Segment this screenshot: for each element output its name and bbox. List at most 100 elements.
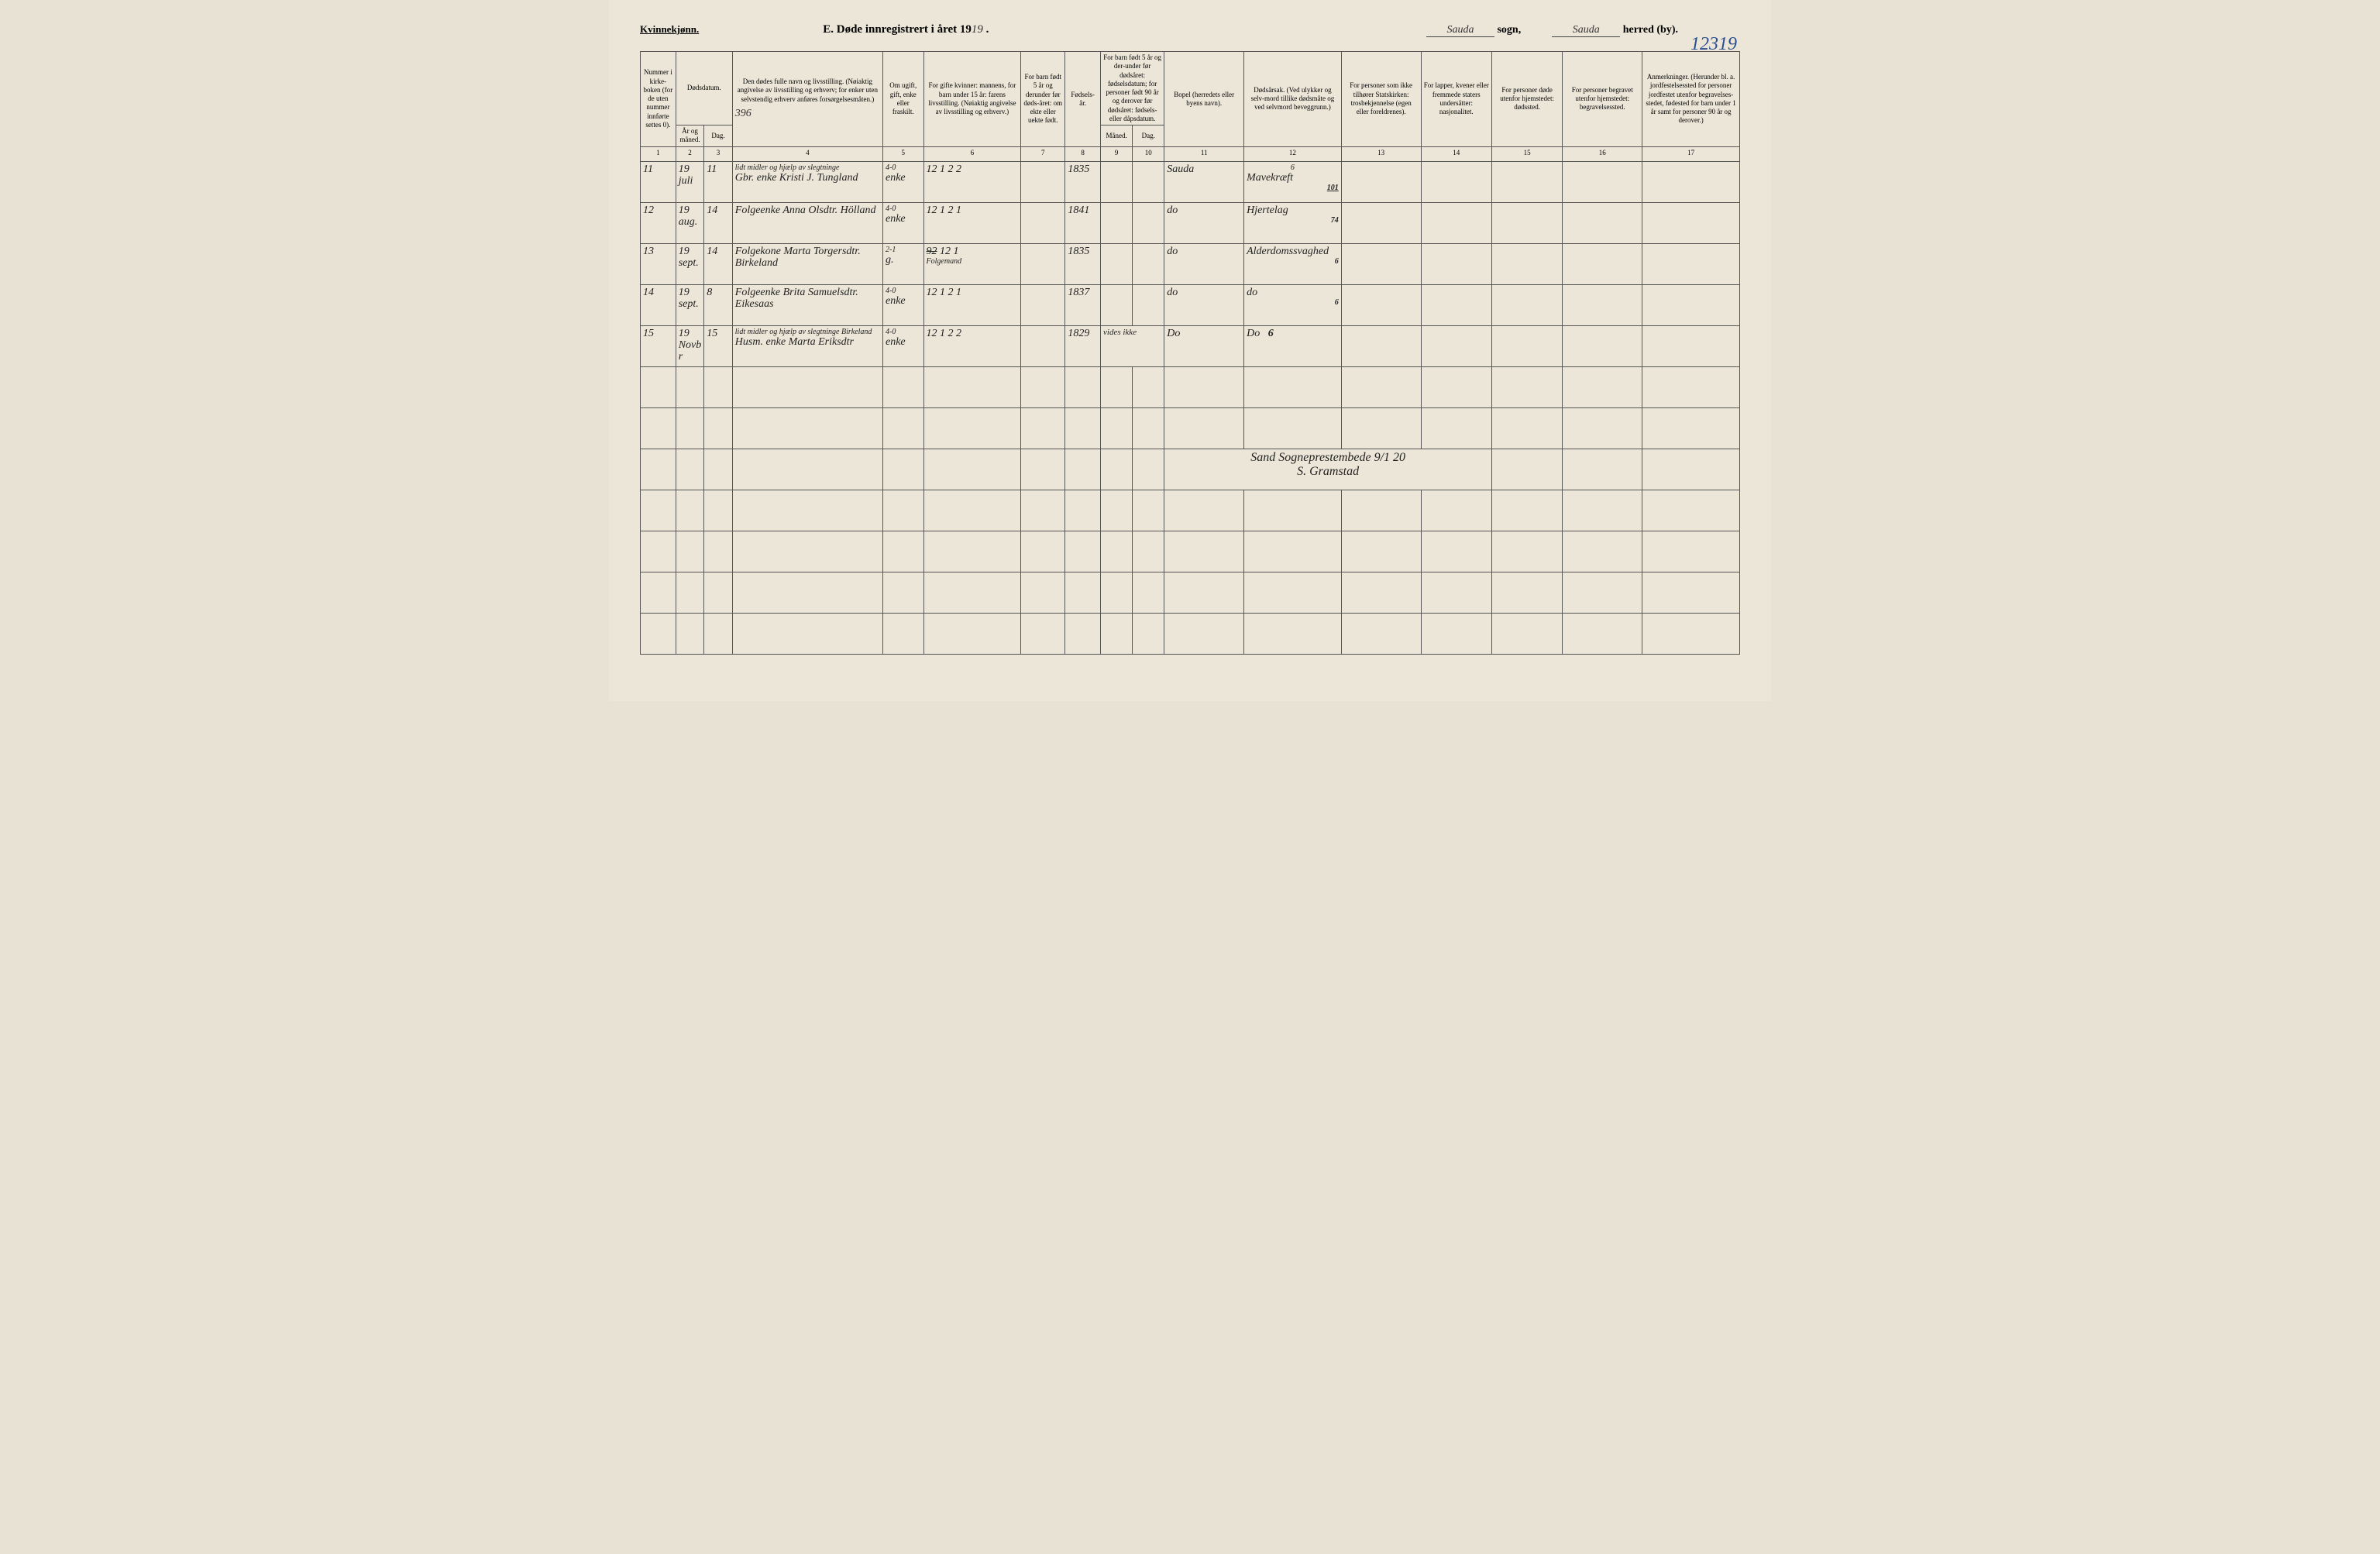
status-top: 4-0 xyxy=(886,287,921,295)
blank-row xyxy=(641,572,1740,613)
cell-col13 xyxy=(1341,243,1421,284)
colnum-9: 9 xyxy=(1101,146,1133,161)
cell-year-month: 19 aug. xyxy=(676,202,704,243)
colnum-10: 10 xyxy=(1133,146,1164,161)
cell-col7 xyxy=(1021,325,1065,366)
col6-line2: Folgemand xyxy=(927,257,1019,266)
table-body: 11 19 juli 11 lidt midler og hjælp av sl… xyxy=(641,161,1740,654)
blank-row xyxy=(641,490,1740,531)
colnum-7: 7 xyxy=(1021,146,1065,161)
cell-col6: 12 1 2 2 xyxy=(923,161,1021,202)
cell-day: 14 xyxy=(704,202,733,243)
status-main: g. xyxy=(886,254,894,266)
cell-col16 xyxy=(1563,202,1642,243)
cell-col13 xyxy=(1341,161,1421,202)
blank-row xyxy=(641,613,1740,654)
col-header-born: For barn født 5 år og der-under før døds… xyxy=(1101,52,1164,125)
cause-code: 6 xyxy=(1247,257,1339,266)
table-row: 13 19 sept. 14 Folgekone Marta Torgersdt… xyxy=(641,243,1740,284)
cell-status: 4-0 enke xyxy=(883,202,924,243)
colnum-3: 3 xyxy=(704,146,733,161)
cell-col16 xyxy=(1563,243,1642,284)
cell-col9 xyxy=(1101,202,1133,243)
ledger-page: Kvinnekjønn. E. Døde innregistrert i åre… xyxy=(609,0,1771,701)
cell-col10 xyxy=(1133,202,1164,243)
colnum-14: 14 xyxy=(1421,146,1491,161)
cell-name: Folgekone Marta Torgersdtr. Birkeland xyxy=(732,243,882,284)
cell-col6: 12 1 2 1 xyxy=(923,202,1021,243)
title-period: . xyxy=(983,23,989,36)
colnum-2: 2 xyxy=(676,146,704,161)
colnum-15: 15 xyxy=(1491,146,1562,161)
cell-col7 xyxy=(1021,243,1065,284)
colnum-4: 4 xyxy=(732,146,882,161)
title-prefix: E. Døde innregistrert i året 19 xyxy=(823,23,972,36)
col-header-16: For personer begravet utenfor hjemstedet… xyxy=(1563,52,1642,147)
cell-col14 xyxy=(1421,325,1491,366)
cause-main: Mavekræft xyxy=(1247,172,1293,184)
cell-col16 xyxy=(1563,161,1642,202)
cause-code: 101 xyxy=(1247,184,1339,192)
cell-name: Folgeenke Anna Olsdtr. Hölland xyxy=(732,202,882,243)
cell-col10 xyxy=(1133,284,1164,325)
cell-cause: Do 6 xyxy=(1244,325,1342,366)
cell-status: 2-1 g. xyxy=(883,243,924,284)
page-number: 12319 xyxy=(1690,34,1737,55)
signature-line1: Sand Sogneprestembede 9/1 20 xyxy=(1167,451,1489,465)
cell-col14 xyxy=(1421,161,1491,202)
cell-col17 xyxy=(1642,284,1740,325)
cell-col17 xyxy=(1642,161,1740,202)
status-top: 4-0 xyxy=(886,163,921,172)
cell-day: 8 xyxy=(704,284,733,325)
signature-row: Sand Sogneprestembede 9/1 20 S. Gramstad xyxy=(641,449,1740,490)
cell-n: 13 xyxy=(641,243,676,284)
status-top: 2-1 xyxy=(886,246,921,254)
cell-cause: do 6 xyxy=(1244,284,1342,325)
cell-col17 xyxy=(1642,202,1740,243)
cell-birth-year: 1841 xyxy=(1065,202,1101,243)
herred-label: herred (by). xyxy=(1623,24,1678,36)
colnum-11: 11 xyxy=(1164,146,1244,161)
status-main: enke xyxy=(886,336,906,348)
col-header-1: Nummer i kirke-boken (for de uten nummer… xyxy=(641,52,676,147)
sogn-value: Sauda xyxy=(1426,24,1494,37)
cell-col9: vides ikke xyxy=(1101,325,1164,366)
header-row: Kvinnekjønn. E. Døde innregistrert i åre… xyxy=(640,23,1740,37)
col-header-5: Om ugift, gift, enke eller fraskilt. xyxy=(883,52,924,147)
colnum-16: 16 xyxy=(1563,146,1642,161)
herred-value: Sauda xyxy=(1552,24,1620,37)
status-main: enke xyxy=(886,172,906,184)
cell-col15 xyxy=(1491,161,1562,202)
col-header-12: Dødsårsak. (Ved ulykker og selv-mord til… xyxy=(1244,52,1342,147)
col-header-13: For personer som ikke tilhører Statskirk… xyxy=(1341,52,1421,147)
herred-block: Sauda herred (by). xyxy=(1552,24,1678,37)
cell-n: 14 xyxy=(641,284,676,325)
cell-status: 4-0 enke xyxy=(883,325,924,366)
cell-year-month: 19 sept. xyxy=(676,284,704,325)
col-header-14: For lapper, kvener eller fremmede stater… xyxy=(1421,52,1491,147)
status-top: 4-0 xyxy=(886,205,921,213)
cell-col15 xyxy=(1491,202,1562,243)
colnum-6: 6 xyxy=(923,146,1021,161)
cell-col10 xyxy=(1133,161,1164,202)
sogn-label: sogn, xyxy=(1497,24,1521,36)
cell-col7 xyxy=(1021,202,1065,243)
cell-col14 xyxy=(1421,202,1491,243)
col-header-6: For gifte kvinner: mannens, for barn und… xyxy=(923,52,1021,147)
col6-main: 12 1 xyxy=(940,246,959,257)
name-note: lidt midler og hjælp av slegtninge xyxy=(735,163,880,172)
blank-row xyxy=(641,531,1740,572)
cell-bopel: Sauda xyxy=(1164,161,1244,202)
cell-col9 xyxy=(1101,243,1133,284)
cause-top: 6 xyxy=(1247,163,1339,172)
sogn-block: Sauda sogn, xyxy=(1426,24,1521,37)
col-header-10: Dag. xyxy=(1133,125,1164,147)
cause-code: 6 xyxy=(1268,328,1274,339)
cause-code: 74 xyxy=(1247,216,1339,225)
cell-name: lidt midler og hjælp av slegtninge Birke… xyxy=(732,325,882,366)
cell-col9 xyxy=(1101,161,1133,202)
status-main: enke xyxy=(886,213,906,225)
cell-col15 xyxy=(1491,325,1562,366)
title: E. Døde innregistrert i året 1919 . xyxy=(699,23,1426,36)
cell-col13 xyxy=(1341,284,1421,325)
